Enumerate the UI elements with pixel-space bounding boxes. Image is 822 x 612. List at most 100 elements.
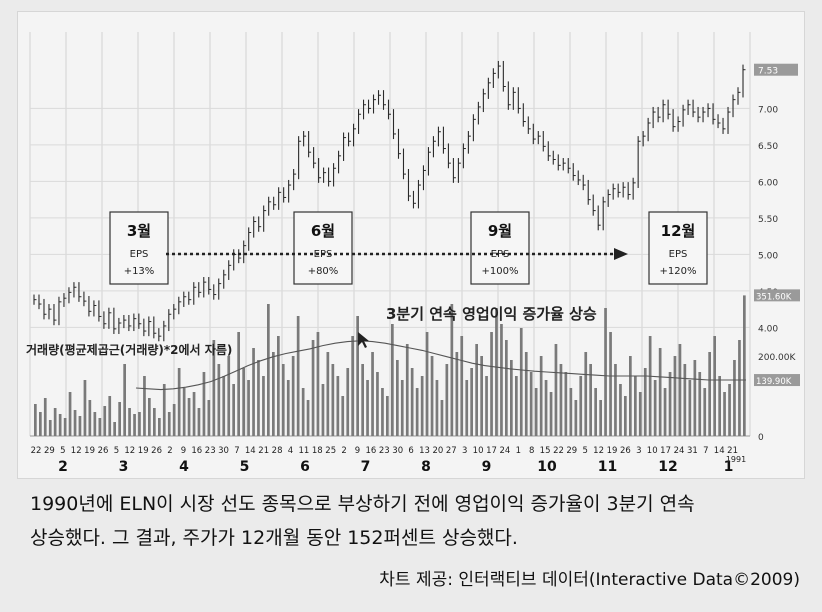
price-bar (667, 99, 671, 120)
volume-bar (34, 404, 37, 436)
volume-bar (534, 388, 538, 436)
volume-bar (410, 368, 414, 436)
volume-bar (733, 360, 736, 436)
price-bar (318, 158, 322, 183)
price-bar (118, 317, 122, 334)
price-bar (313, 147, 317, 169)
price-bar (178, 296, 182, 315)
x-month-label: 12 (658, 459, 677, 475)
volume-bar (435, 380, 439, 436)
x-day-label: 24 (674, 446, 685, 456)
x-day-label: 21 (727, 446, 738, 456)
price-bar (527, 116, 531, 134)
price-tick-label: 7.00 (758, 105, 778, 115)
volume-bar (485, 376, 488, 436)
volume-bar (316, 332, 320, 436)
x-month-label: 3 (119, 459, 129, 475)
price-bar (58, 296, 62, 326)
volume-bar (579, 376, 583, 436)
price-bar (532, 123, 536, 145)
x-month-label: 4 (179, 459, 189, 475)
volume-bar (321, 384, 325, 436)
volume-bar (227, 356, 231, 436)
volume-bar (93, 412, 97, 436)
callout-month: 6월 (311, 222, 335, 240)
volume-bar (505, 340, 508, 436)
price-bar (417, 179, 421, 209)
volume-bar (217, 364, 221, 436)
volume-bar (673, 356, 677, 436)
price-bar (402, 148, 406, 180)
volume-bar (78, 416, 82, 436)
price-bar (108, 307, 112, 329)
volume-bar (48, 420, 52, 436)
volume-bar (515, 376, 518, 436)
volume-bar (212, 340, 216, 436)
volume-bar (539, 356, 543, 436)
price-bar (742, 64, 746, 98)
x-day-label: 15 (540, 446, 551, 456)
price-bar (173, 304, 177, 320)
volume-bar (445, 364, 449, 436)
x-day-label: 12 (71, 446, 82, 456)
price-bar (362, 99, 367, 120)
x-day-label: 26 (98, 446, 109, 456)
price-bar (582, 174, 586, 191)
last-price-marker (754, 63, 798, 76)
x-day-label: 10 (647, 446, 658, 456)
price-bar (333, 163, 337, 187)
volume-bar (237, 332, 240, 436)
price-bar (63, 293, 67, 307)
price-bar (243, 240, 247, 264)
volume-bar (361, 364, 364, 436)
volume-bar (470, 368, 473, 436)
price-bar (697, 106, 701, 123)
eps-callout: 12월 EPS +120% (648, 211, 708, 285)
price-bar (33, 294, 37, 305)
callout-month: 3월 (127, 222, 151, 240)
price-bar (223, 269, 227, 289)
volume-bar (108, 396, 112, 436)
volume-bar (723, 392, 726, 436)
volume-bars (34, 295, 746, 436)
volume-bar (366, 380, 369, 436)
price-bar (203, 277, 207, 298)
volume-bar (331, 364, 335, 436)
x-day-label: 12 (593, 446, 604, 456)
price-bar (128, 314, 132, 332)
price-bar (562, 158, 566, 171)
price-bar (43, 298, 47, 320)
x-day-label: 6 (408, 446, 413, 456)
x-day-label: 23 (205, 446, 216, 456)
price-bar (712, 103, 716, 125)
volume-bar (708, 352, 711, 436)
price-bar (677, 116, 681, 132)
price-bar (692, 99, 696, 118)
x-day-label: 19 (84, 446, 95, 456)
volume-bar (182, 388, 186, 436)
x-day-label: 3 (462, 446, 467, 456)
price-bar (123, 314, 127, 329)
price-bar (727, 106, 731, 134)
price-bar (432, 136, 436, 158)
x-day-label: 5 (114, 446, 119, 456)
price-bar (387, 99, 392, 120)
volume-bar (301, 388, 305, 436)
volume-bar (519, 328, 523, 436)
price-bar (258, 216, 262, 232)
x-day-label: 23 (379, 446, 390, 456)
x-day-label: 14 (245, 446, 256, 456)
volume-bar (326, 352, 330, 436)
x-day-label: 26 (151, 446, 162, 456)
mouse-cursor-icon (358, 332, 369, 348)
price-bar (682, 104, 686, 127)
volume-bar (668, 372, 672, 436)
volume-bar (743, 295, 746, 436)
price-bar (263, 205, 267, 232)
price-bar (552, 150, 556, 165)
price-bar (647, 117, 651, 142)
price-bar (183, 291, 187, 307)
volume-bar (277, 336, 280, 436)
x-month-label: 7 (361, 459, 371, 475)
price-bar (238, 249, 242, 264)
